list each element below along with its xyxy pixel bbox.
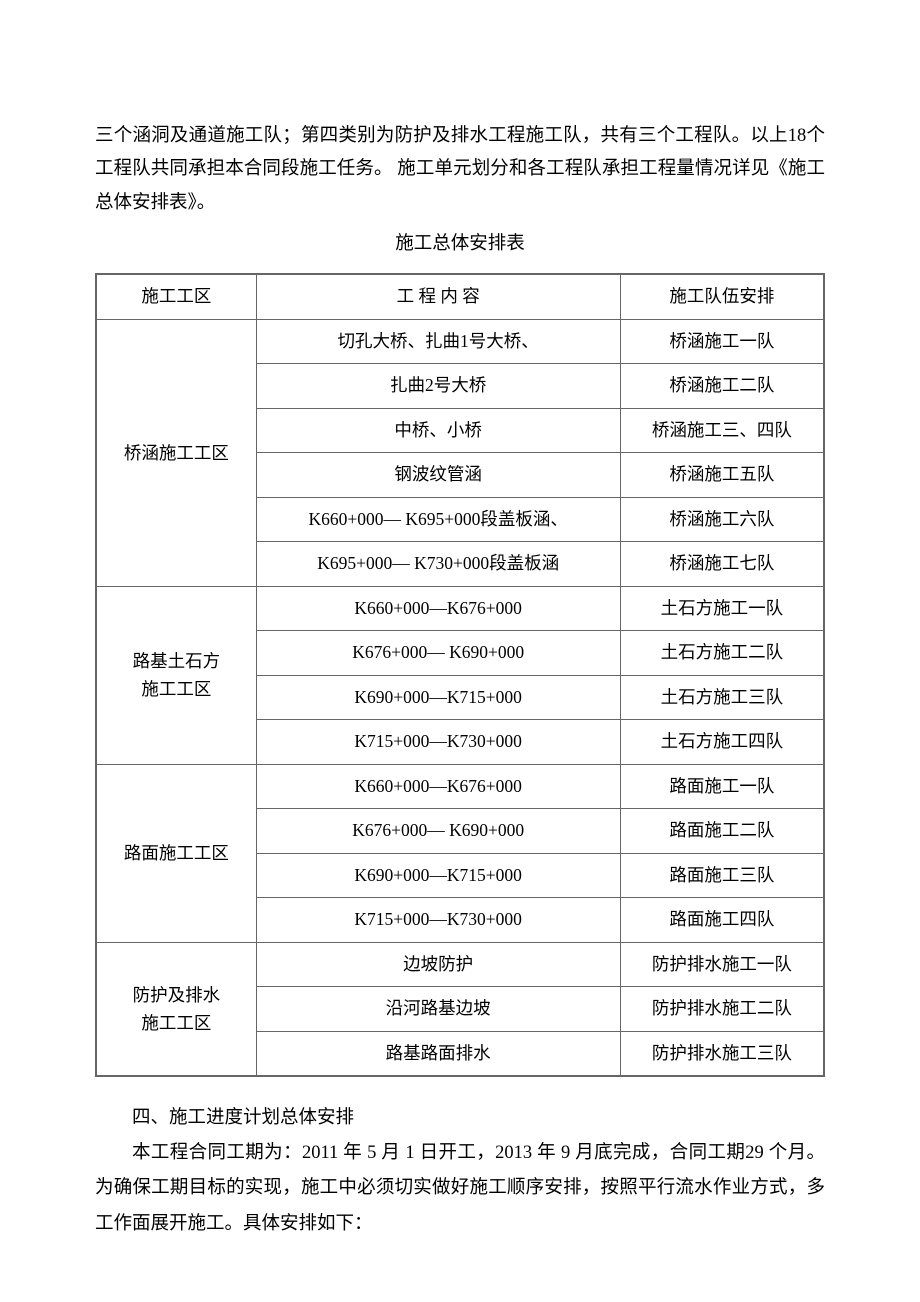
content-cell: K690+000—K715+000 — [256, 675, 620, 720]
team-cell: 桥涵施工二队 — [620, 364, 824, 409]
header-team: 施工队伍安排 — [620, 274, 824, 319]
team-cell: 防护排水施工二队 — [620, 987, 824, 1032]
content-cell: K660+000—K676+000 — [256, 764, 620, 809]
table-title: 施工总体安排表 — [95, 228, 825, 261]
content-cell: 中桥、小桥 — [256, 408, 620, 453]
team-cell: 防护排水施工三队 — [620, 1031, 824, 1076]
content-cell: 钢波纹管涵 — [256, 453, 620, 498]
arrangement-table: 施工工区 工 程 内 容 施工队伍安排 桥涵施工工区 切孔大桥、扎曲1号大桥、 … — [95, 273, 825, 1077]
zone-cell: 路基土石方施工工区 — [96, 586, 256, 764]
header-content: 工 程 内 容 — [256, 274, 620, 319]
zone-cell: 防护及排水施工工区 — [96, 942, 256, 1076]
team-cell: 桥涵施工五队 — [620, 453, 824, 498]
table-row: 路面施工工区 K660+000—K676+000 路面施工一队 — [96, 764, 824, 809]
content-cell: K715+000—K730+000 — [256, 898, 620, 943]
header-zone: 施工工区 — [96, 274, 256, 319]
intro-paragraph: 三个涵洞及通道施工队；第四类别为防护及排水工程施工队，共有三个工程队。以上18个… — [95, 120, 825, 220]
table-row: 防护及排水施工工区 边坡防护 防护排水施工一队 — [96, 942, 824, 987]
zone-cell: 路面施工工区 — [96, 764, 256, 942]
team-cell: 桥涵施工三、四队 — [620, 408, 824, 453]
content-cell: 沿河路基边坡 — [256, 987, 620, 1032]
team-cell: 桥涵施工七队 — [620, 542, 824, 587]
team-cell: 桥涵施工六队 — [620, 497, 824, 542]
table-row: 桥涵施工工区 切孔大桥、扎曲1号大桥、 桥涵施工一队 — [96, 319, 824, 364]
content-cell: K660+000— K695+000段盖板涵、 — [256, 497, 620, 542]
table-header-row: 施工工区 工 程 内 容 施工队伍安排 — [96, 274, 824, 319]
content-cell: K715+000—K730+000 — [256, 720, 620, 765]
content-cell: K676+000— K690+000 — [256, 809, 620, 854]
team-cell: 路面施工四队 — [620, 898, 824, 943]
team-cell: 土石方施工三队 — [620, 675, 824, 720]
team-cell: 桥涵施工一队 — [620, 319, 824, 364]
team-cell: 土石方施工一队 — [620, 586, 824, 631]
team-cell: 路面施工二队 — [620, 809, 824, 854]
table-row: 路基土石方施工工区 K660+000—K676+000 土石方施工一队 — [96, 586, 824, 631]
section-four-body: 本工程合同工期为：2011 年 5 月 1 日开工，2013 年 9 月底完成，… — [95, 1136, 825, 1241]
team-cell: 防护排水施工一队 — [620, 942, 824, 987]
team-cell: 路面施工三队 — [620, 853, 824, 898]
team-cell: 路面施工一队 — [620, 764, 824, 809]
content-cell: 路基路面排水 — [256, 1031, 620, 1076]
content-cell: K695+000— K730+000段盖板涵 — [256, 542, 620, 587]
content-cell: 切孔大桥、扎曲1号大桥、 — [256, 319, 620, 364]
content-cell: 边坡防护 — [256, 942, 620, 987]
section-four-title: 四、施工进度计划总体安排 — [95, 1101, 825, 1136]
team-cell: 土石方施工二队 — [620, 631, 824, 676]
section-four: 四、施工进度计划总体安排 本工程合同工期为：2011 年 5 月 1 日开工，2… — [95, 1101, 825, 1242]
zone-cell: 桥涵施工工区 — [96, 319, 256, 586]
content-cell: 扎曲2号大桥 — [256, 364, 620, 409]
team-cell: 土石方施工四队 — [620, 720, 824, 765]
content-cell: K660+000—K676+000 — [256, 586, 620, 631]
content-cell: K676+000— K690+000 — [256, 631, 620, 676]
content-cell: K690+000—K715+000 — [256, 853, 620, 898]
